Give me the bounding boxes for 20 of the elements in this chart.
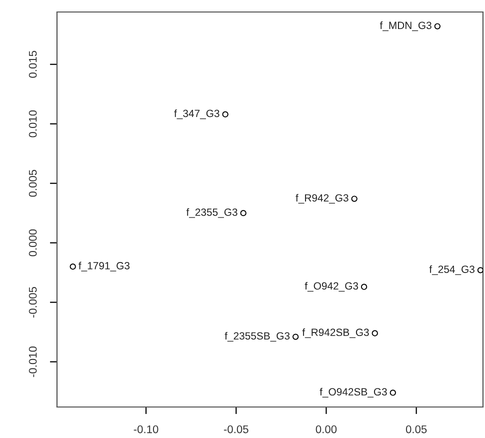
annotation: f_O942_G3 [304, 282, 358, 292]
annotation: f_R942SB_G3 [302, 328, 369, 338]
y-tick-label: 0.000 [28, 229, 37, 256]
annotation: f_MDN_G3 [380, 21, 432, 32]
x-tick-label: 0.00 [316, 425, 337, 434]
annotation: f_2355_G3 [186, 208, 238, 218]
x-tick-label: 0.05 [406, 425, 427, 434]
y-tick-label: 0.010 [28, 110, 37, 138]
annotation: f_254_G3 [429, 265, 474, 275]
y-tick-label: 0.015 [28, 50, 37, 78]
x-tick-label: -0.10 [134, 425, 158, 434]
annotation: f_R942_G3 [296, 194, 348, 204]
annotation: f_O942SB_G3 [320, 388, 387, 398]
annotation: f_2355SB_G3 [224, 332, 290, 342]
annotation: f_1791_G3 [78, 262, 130, 272]
x-tick-label: -0.05 [224, 425, 248, 434]
y-tick-label: -0.010 [28, 346, 37, 378]
annotation: f_347_G3 [174, 109, 220, 120]
y-tick-label: -0.005 [28, 287, 37, 318]
y-tick-label: 0.005 [28, 170, 37, 197]
